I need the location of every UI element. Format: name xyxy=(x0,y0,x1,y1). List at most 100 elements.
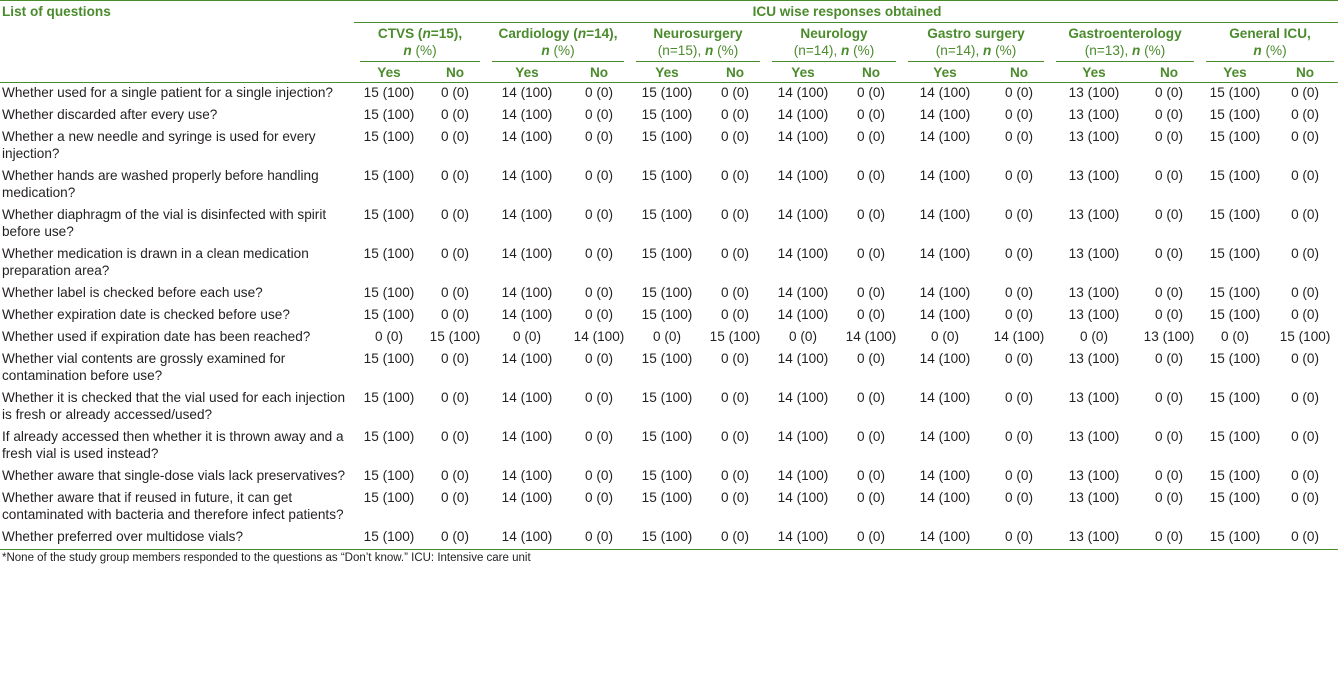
no-cell: 0 (0) xyxy=(441,429,469,444)
no-cell: 0 (0) xyxy=(585,107,613,122)
question-cell: Whether discarded after every use? xyxy=(2,107,218,122)
no-cell: 15 (100) xyxy=(429,329,481,344)
no-cell: 0 (0) xyxy=(441,107,469,122)
table-row: If already accessed then whether it is t… xyxy=(0,427,1338,466)
no-cell: 0 (0) xyxy=(1291,85,1320,100)
no-cell: 0 (0) xyxy=(721,429,749,444)
yes-cell: 15 (100) xyxy=(363,307,415,322)
yes-cell: 13 (100) xyxy=(1068,390,1120,405)
group-header-gastroenterology: Gastroenterology (n=13), n (%) xyxy=(1068,26,1182,58)
no-cell: 0 (0) xyxy=(721,129,749,144)
footnote: *None of the study group members respond… xyxy=(2,552,531,564)
table-row: Whether it is checked that the vial used… xyxy=(0,388,1338,427)
no-cell: 0 (0) xyxy=(721,85,749,100)
yes-cell: 0 (0) xyxy=(653,329,681,344)
no-cell: 0 (0) xyxy=(585,285,613,300)
col-no: No xyxy=(568,62,630,83)
yes-cell: 14 (100) xyxy=(919,246,971,261)
col-yes: Yes xyxy=(766,62,840,83)
question-cell: Whether vial contents are grossly examin… xyxy=(2,351,286,383)
no-cell: 0 (0) xyxy=(1005,246,1033,261)
no-cell: 0 (0) xyxy=(1005,490,1033,505)
yes-cell: 13 (100) xyxy=(1068,351,1120,366)
no-cell: 0 (0) xyxy=(1291,107,1320,122)
question-cell: Whether used for a single patient for a … xyxy=(2,85,333,100)
table-row: Whether preferred over multidose vials? 1… xyxy=(0,527,1338,549)
no-cell: 0 (0) xyxy=(857,168,885,183)
question-cell: Whether aware that if reused in future, … xyxy=(2,490,344,522)
no-cell: 0 (0) xyxy=(857,207,885,222)
group-header-gastro-surgery: Gastro surgery (n=14), n (%) xyxy=(927,26,1025,58)
yes-cell: 15 (100) xyxy=(1209,490,1261,505)
yes-cell: 14 (100) xyxy=(919,129,971,144)
yes-cell: 15 (100) xyxy=(1209,429,1261,444)
yes-cell: 14 (100) xyxy=(501,168,553,183)
yes-cell: 14 (100) xyxy=(919,85,971,100)
no-cell: 0 (0) xyxy=(857,490,885,505)
no-cell: 0 (0) xyxy=(1005,207,1033,222)
yes-cell: 14 (100) xyxy=(777,490,829,505)
col-yes: Yes xyxy=(630,62,704,83)
no-cell: 0 (0) xyxy=(721,168,749,183)
table-row: Whether used if expiration date has been… xyxy=(0,327,1338,349)
yes-cell: 15 (100) xyxy=(641,168,693,183)
col-yes: Yes xyxy=(1200,62,1270,83)
yes-cell: 14 (100) xyxy=(777,129,829,144)
group-header-ctvs: CTVS (n=15), n (%) xyxy=(377,26,463,58)
yes-cell: 14 (100) xyxy=(777,529,829,544)
yes-cell: 15 (100) xyxy=(641,307,693,322)
no-cell: 0 (0) xyxy=(857,390,885,405)
no-cell: 0 (0) xyxy=(585,351,613,366)
no-cell: 13 (100) xyxy=(1143,329,1195,344)
group-header-general-icu: General ICU, n (%) xyxy=(1229,26,1311,58)
table-row: Whether expiration date is checked befor… xyxy=(0,305,1338,327)
yes-cell: 14 (100) xyxy=(501,390,553,405)
yes-cell: 15 (100) xyxy=(363,285,415,300)
yes-cell: 14 (100) xyxy=(777,107,829,122)
no-cell: 0 (0) xyxy=(1291,285,1320,300)
table-row: Whether aware that single-dose vials lac… xyxy=(0,466,1338,488)
no-cell: 14 (100) xyxy=(573,329,625,344)
yes-cell: 14 (100) xyxy=(501,207,553,222)
no-cell: 0 (0) xyxy=(1155,490,1183,505)
no-cell: 0 (0) xyxy=(1155,429,1183,444)
col-no: No xyxy=(424,62,486,83)
no-cell: 15 (100) xyxy=(1279,329,1331,344)
question-cell: Whether medication is drawn in a clean m… xyxy=(2,246,309,278)
no-cell: 0 (0) xyxy=(721,468,749,483)
yes-cell: 15 (100) xyxy=(1209,351,1261,366)
no-cell: 0 (0) xyxy=(1291,351,1320,366)
no-cell: 0 (0) xyxy=(721,207,749,222)
yes-cell: 14 (100) xyxy=(919,429,971,444)
yes-cell: 15 (100) xyxy=(1209,307,1261,322)
no-cell: 0 (0) xyxy=(441,85,469,100)
yes-cell: 14 (100) xyxy=(919,529,971,544)
question-cell: Whether diaphragm of the vial is disinfe… xyxy=(2,207,327,239)
no-cell: 0 (0) xyxy=(1005,107,1033,122)
yes-cell: 14 (100) xyxy=(919,307,971,322)
yes-cell: 15 (100) xyxy=(363,390,415,405)
yes-cell: 15 (100) xyxy=(641,129,693,144)
no-cell: 0 (0) xyxy=(1291,429,1320,444)
yes-cell: 15 (100) xyxy=(363,468,415,483)
no-cell: 0 (0) xyxy=(585,468,613,483)
no-cell: 0 (0) xyxy=(441,351,469,366)
yes-cell: 13 (100) xyxy=(1068,490,1120,505)
no-cell: 0 (0) xyxy=(1005,429,1033,444)
yes-cell: 0 (0) xyxy=(1221,329,1249,344)
yes-cell: 13 (100) xyxy=(1068,429,1120,444)
yes-cell: 13 (100) xyxy=(1068,107,1120,122)
yes-cell: 15 (100) xyxy=(641,429,693,444)
no-cell: 0 (0) xyxy=(585,490,613,505)
no-cell: 0 (0) xyxy=(1155,529,1183,544)
yes-cell: 14 (100) xyxy=(501,429,553,444)
no-cell: 0 (0) xyxy=(1291,529,1320,544)
no-cell: 0 (0) xyxy=(1155,168,1183,183)
yes-cell: 14 (100) xyxy=(777,85,829,100)
yes-cell: 15 (100) xyxy=(1209,207,1261,222)
no-cell: 0 (0) xyxy=(721,307,749,322)
yes-cell: 14 (100) xyxy=(501,129,553,144)
yes-cell: 15 (100) xyxy=(641,207,693,222)
no-cell: 0 (0) xyxy=(721,107,749,122)
question-cell: Whether expiration date is checked befor… xyxy=(2,307,290,322)
